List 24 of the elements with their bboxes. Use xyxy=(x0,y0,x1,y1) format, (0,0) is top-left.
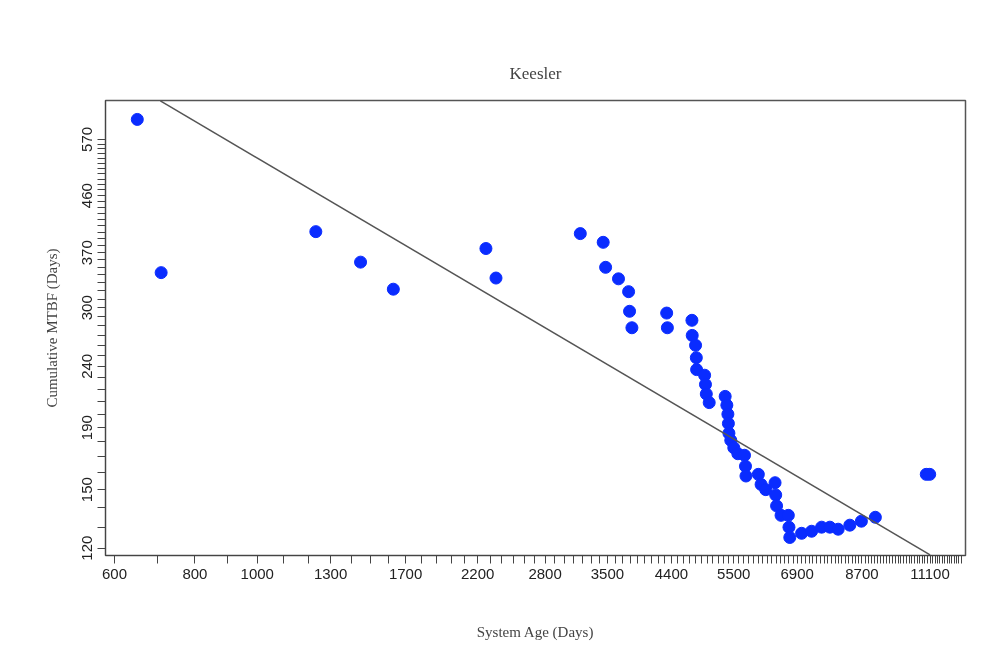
y-tick-label: 300 xyxy=(78,295,96,321)
x-tick-label: 4400 xyxy=(654,564,689,582)
y-tick-label: 240 xyxy=(78,353,96,379)
x-tick-label: 800 xyxy=(182,564,208,582)
x-tick-label: 2800 xyxy=(528,564,562,582)
x-tick-label: 8700 xyxy=(845,564,879,582)
y-tick-label: 460 xyxy=(78,183,96,209)
y-tick-label: 150 xyxy=(78,477,96,503)
x-tick-label: 11100 xyxy=(910,564,950,582)
y-axis-title: Cumulative MTBF (Days) xyxy=(43,248,61,408)
x-tick-label: 2200 xyxy=(460,564,495,582)
x-tick-label: 1000 xyxy=(240,564,274,582)
chart-title: Keesler xyxy=(509,64,562,83)
y-tick-label: 570 xyxy=(78,126,96,152)
y-tick-label: 120 xyxy=(78,535,96,561)
x-tick-label: 1300 xyxy=(313,564,348,582)
x-axis-title: System Age (Days) xyxy=(476,623,594,641)
x-tick-label: 3500 xyxy=(590,564,625,582)
y-tick-label: 370 xyxy=(78,240,96,266)
x-tick-label: 1700 xyxy=(388,564,423,582)
x-tick-label: 600 xyxy=(101,564,128,582)
y-tick-label: 190 xyxy=(78,415,96,441)
x-tick-label: 5500 xyxy=(717,564,751,582)
x-tick-label: 6900 xyxy=(780,564,814,582)
